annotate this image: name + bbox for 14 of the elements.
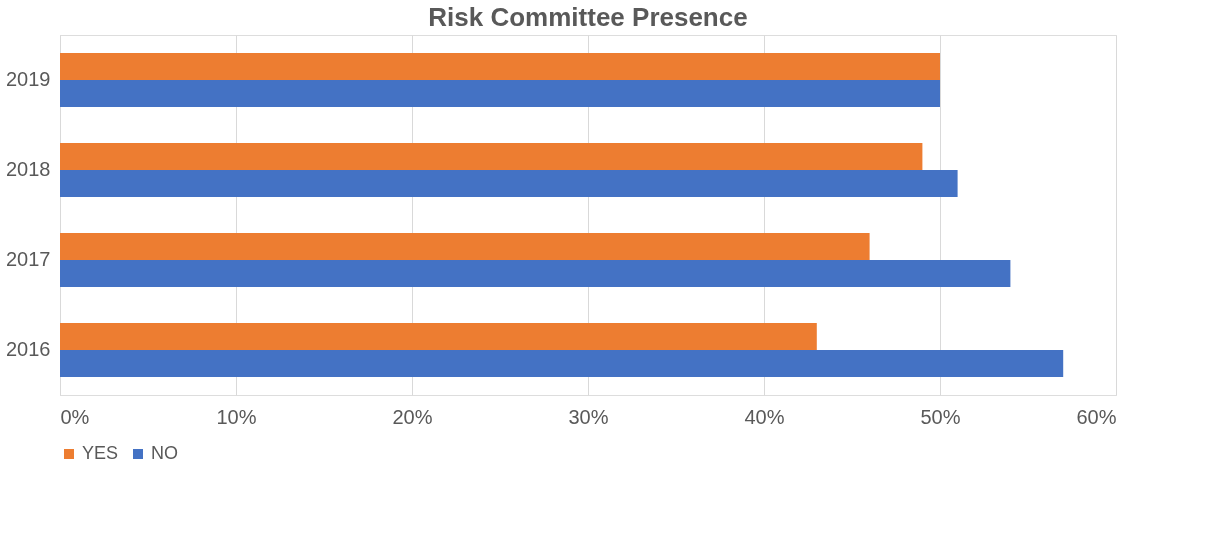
y-tick-label: 2018 xyxy=(6,158,51,180)
x-tick-label: 40% xyxy=(744,405,785,428)
legend-label: NO xyxy=(151,443,178,463)
x-tick-label: 10% xyxy=(216,405,257,428)
x-tick-label: 20% xyxy=(392,405,433,428)
legend-label: YES xyxy=(82,443,119,463)
y-tick-label: 2016 xyxy=(6,338,51,360)
x-tick-label: 30% xyxy=(568,405,609,428)
x-tick-label: 0% xyxy=(60,405,90,428)
y-tick-label: 2019 xyxy=(6,68,51,90)
x-tick-label: 50% xyxy=(920,405,961,428)
chart-title: Risk Committee Presence xyxy=(428,2,748,32)
y-tick-label: 2017 xyxy=(6,248,51,270)
x-tick-label: 60% xyxy=(1076,405,1117,428)
